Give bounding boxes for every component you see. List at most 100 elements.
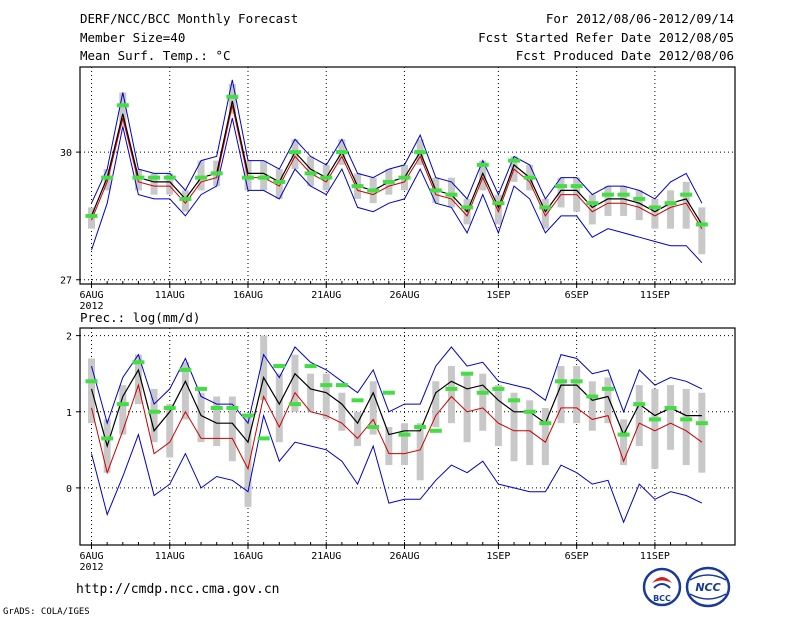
spread-box (150, 173, 158, 195)
spread-box (338, 392, 346, 431)
spread-box (166, 173, 174, 195)
green-marker (288, 150, 301, 155)
ensemble-mean-line (90, 100, 703, 225)
green-marker (492, 386, 505, 391)
red-line (91, 105, 703, 229)
green-marker (398, 175, 411, 180)
green-marker (195, 175, 208, 180)
spread-box (651, 388, 659, 469)
green-marker (242, 413, 254, 418)
spread-box (573, 366, 581, 424)
spread-box (541, 407, 549, 466)
blue-upper-line (91, 346, 703, 425)
spread-box (322, 373, 330, 420)
plot-frame (79, 327, 736, 546)
green-marker (132, 175, 145, 180)
green-marker (179, 196, 192, 201)
forecast-period: For 2012/08/06-2012/09/14 (545, 11, 734, 26)
blue-upper-line (91, 79, 703, 204)
green-marker (633, 402, 646, 407)
x-tick-label: 16AUG (233, 290, 263, 301)
spread-box (181, 362, 189, 420)
x-tick-label: 26AUG (389, 290, 419, 301)
spread-box (385, 426, 393, 466)
y-tick-label: 1 (66, 408, 72, 419)
x-tick-label: 6AUG (79, 551, 103, 562)
spread-box (510, 392, 518, 462)
spread-box (213, 396, 221, 447)
spread-box (667, 385, 675, 450)
member-size: Member Size=40 (80, 30, 186, 45)
spread-box (557, 366, 565, 424)
blue-lower-line (91, 413, 703, 524)
green-marker (242, 175, 254, 180)
spread-box (667, 190, 675, 229)
y-tick-label: 0 (66, 484, 72, 495)
green-marker (320, 383, 333, 388)
spread-box (119, 92, 127, 127)
spread-box (260, 335, 268, 401)
green-marker (539, 421, 552, 426)
ncc-logo-ring-icon (685, 566, 731, 608)
green-marker (226, 405, 239, 410)
green-marker (367, 188, 380, 193)
green-marker (414, 150, 427, 155)
spread-box (88, 207, 95, 229)
green-marker (257, 175, 270, 180)
green-marker (461, 205, 474, 210)
x-tick-label: 6SEP (565, 551, 589, 562)
green-marker (445, 192, 458, 197)
bcc-logo-ring-icon (642, 567, 682, 607)
fcst-produced-date: Fcst Produced Date 2012/08/06 (515, 48, 734, 63)
green-marker (664, 405, 677, 410)
green-marker (163, 405, 176, 410)
green-marker (195, 386, 208, 391)
green-marker (555, 184, 567, 189)
spread-box (698, 207, 706, 255)
spread-box (134, 354, 142, 405)
spread-box (228, 396, 236, 462)
green-marker (586, 201, 599, 206)
year-label: 2012 (79, 562, 103, 573)
spread-box (635, 385, 643, 447)
green-marker (523, 175, 536, 180)
green-marker (335, 150, 348, 155)
bcc-logo-swirl-icon (652, 577, 672, 583)
spread-box (463, 373, 471, 443)
green-marker (695, 421, 708, 426)
spread-box (682, 388, 690, 466)
spread-box (432, 381, 440, 427)
green-marker (85, 213, 98, 218)
green-marker (414, 424, 427, 429)
green-marker (601, 192, 614, 197)
green-marker (288, 402, 301, 407)
year-label: 2012 (79, 301, 103, 312)
spread-box (291, 139, 299, 170)
spread-box (541, 198, 549, 229)
green-marker (210, 171, 223, 176)
green-marker (617, 432, 630, 437)
green-marker (539, 205, 552, 210)
spread-box (557, 177, 565, 208)
bcc-logo: BCC (642, 567, 682, 607)
spread-box (260, 160, 268, 191)
spread-box (197, 160, 205, 191)
grads-credit: GrADS: COLA/IGES (3, 607, 90, 617)
ncc-logo: NCC (685, 566, 731, 608)
green-marker (617, 192, 630, 197)
variable-label: Mean Surf. Temp.: °C (80, 48, 231, 63)
spread-box (401, 423, 408, 466)
green-marker (570, 184, 583, 189)
spread-box (275, 373, 283, 443)
green-marker (398, 432, 411, 437)
spread-box (604, 377, 612, 424)
x-tick-label: 21AUG (311, 551, 341, 562)
y-tick-label: 27 (60, 276, 72, 287)
chart-title: DERF/NCC/BCC Monthly Forecast (80, 11, 299, 26)
source-url[interactable]: http://cmdp.ncc.cma.gov.cn (76, 582, 280, 597)
spread-box (244, 415, 252, 507)
green-marker (163, 175, 176, 180)
green-marker (351, 398, 364, 403)
green-marker (476, 390, 489, 395)
